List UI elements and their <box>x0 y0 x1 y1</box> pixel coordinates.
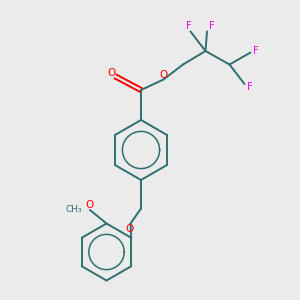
Text: F: F <box>208 21 214 32</box>
Text: CH₃: CH₃ <box>65 206 82 214</box>
Text: O: O <box>159 70 168 80</box>
Text: O: O <box>86 200 94 210</box>
Text: O: O <box>107 68 115 79</box>
Text: F: F <box>253 46 259 56</box>
Text: F: F <box>247 82 253 92</box>
Text: O: O <box>125 224 133 234</box>
Text: F: F <box>186 21 192 32</box>
